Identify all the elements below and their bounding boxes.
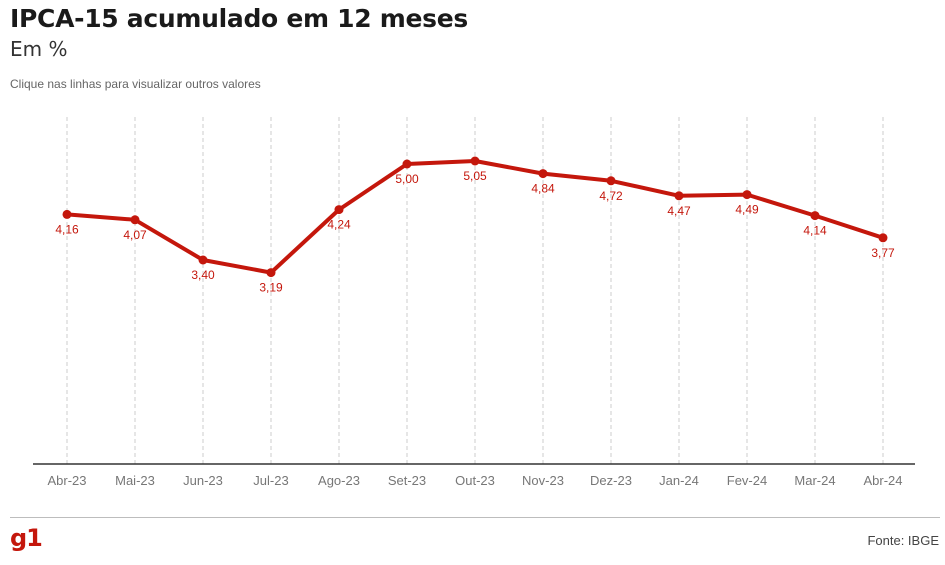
chart-title: IPCA-15 acumulado em 12 meses [10,4,468,33]
data-points[interactable] [62,156,888,278]
interaction-hint: Clique nas linhas para visualizar outros… [10,77,261,91]
x-tick-label: Abr-24 [863,473,902,488]
data-label: 5,05 [463,169,487,183]
data-point[interactable] [810,211,820,221]
x-tick-label: Ago-23 [318,473,360,488]
data-point[interactable] [198,255,208,265]
x-tick-label: Jan-24 [659,473,699,488]
data-label: 5,00 [395,172,419,186]
data-point[interactable] [742,190,752,200]
data-point[interactable] [266,268,276,278]
data-label: 4,14 [803,224,827,238]
x-tick-label: Mar-24 [794,473,835,488]
x-tick-label: Out-23 [455,473,495,488]
data-label: 4,16 [55,222,79,236]
data-labels: 4,16 4,07 3,40 3,19 4,24 5,00 5,05 4,84 4,72 4,47… [55,169,895,295]
x-axis-ticks: Abr-23 Mai-23 Jun-23 Jul-23 Ago-23 Set-23 Out-… [47,473,902,488]
data-label: 4,24 [327,218,351,232]
data-point[interactable] [674,191,684,201]
data-label: 4,07 [123,228,147,242]
chart-subtitle: Em % [10,37,68,61]
x-tick-label: Dez-23 [590,473,632,488]
data-label: 4,84 [531,182,555,196]
x-tick-label: Set-23 [388,473,426,488]
data-label: 3,19 [259,281,283,295]
x-tick-label: Jul-23 [253,473,288,488]
x-tick-label: Mai-23 [115,473,155,488]
data-point[interactable] [606,176,616,186]
x-tick-label: Fev-24 [727,473,767,488]
x-tick-label: Abr-23 [47,473,86,488]
data-point[interactable] [130,215,140,225]
data-label: 4,49 [735,203,759,217]
data-point[interactable] [334,205,344,215]
data-point[interactable] [470,156,480,166]
g1-logo: g1 [10,524,43,552]
data-point[interactable] [402,159,412,169]
x-tick-label: Nov-23 [522,473,564,488]
data-label: 4,72 [599,189,623,203]
source-note: Fonte: IBGE [867,533,939,548]
data-label: 4,47 [667,204,691,218]
x-tick-label: Jun-23 [183,473,223,488]
footer-divider [10,517,940,518]
data-label: 3,77 [871,246,895,260]
data-label: 3,40 [191,268,215,282]
data-point[interactable] [538,169,548,179]
data-point[interactable] [878,233,888,243]
data-point[interactable] [62,209,72,219]
